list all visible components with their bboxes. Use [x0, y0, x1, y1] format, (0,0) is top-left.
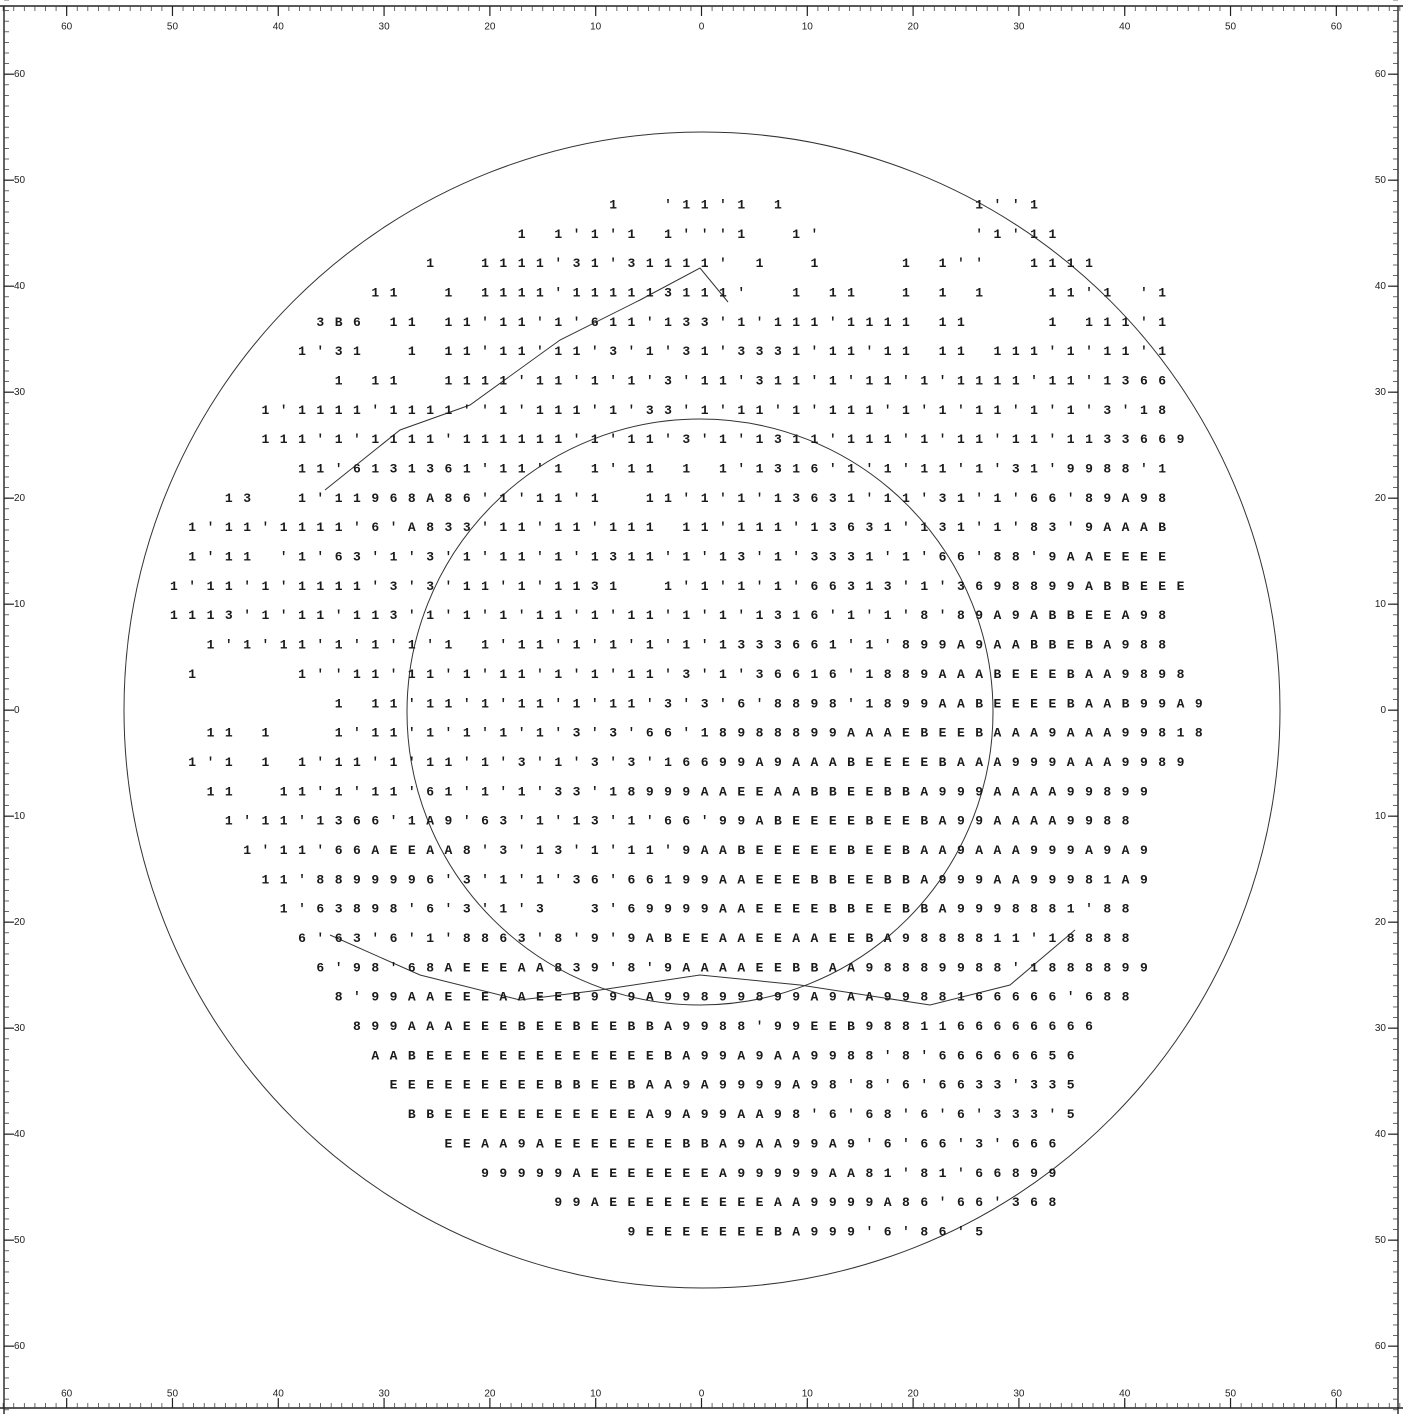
y-tick-label: 60 — [1375, 1341, 1387, 1352]
x-tick-label: 40 — [273, 1389, 285, 1400]
character-row: BBEEEEEEEEEEEA9A99AA98'6'68'6'6'333'5 — [170, 1107, 1085, 1122]
y-tick-label: 60 — [1375, 69, 1387, 80]
x-tick-label: 50 — [1225, 1389, 1237, 1400]
x-tick-label: 10 — [590, 1389, 602, 1400]
character-row: 111'1'1111'111111'1'11'3'1'1311'111'1'11… — [170, 432, 1195, 447]
y-tick-label: 50 — [14, 175, 26, 186]
y-tick-label: 0 — [14, 705, 20, 716]
y-tick-label: 50 — [1375, 1235, 1387, 1246]
y-tick-label: 20 — [14, 917, 26, 928]
character-row: 1'11'1366'1A9'63'1'13'1'66'99ABEEEEBEEBA… — [170, 814, 1140, 829]
x-tick-label: 30 — [379, 1389, 391, 1400]
character-row: 8'99AAEEEAAEEB999A99899899A9AA9988166666… — [170, 990, 1140, 1005]
character-row: 1'11 '1'63'1'3'1'11'1'1311'1'13'1'3331'1… — [170, 550, 1177, 565]
y-tick-label: 10 — [1375, 599, 1387, 610]
y-tick-label: 20 — [1375, 493, 1387, 504]
x-tick-label: 20 — [908, 1389, 920, 1400]
x-tick-label: 20 — [484, 1389, 496, 1400]
x-tick-label: 40 — [1119, 1389, 1131, 1400]
character-row: 6'98'68AEEEAA839'8'9AAAAEEBBAA98889988'1… — [170, 960, 1158, 975]
y-tick-label: 30 — [1375, 1023, 1387, 1034]
inner-circle — [406, 418, 994, 1006]
y-tick-label: 40 — [14, 1129, 26, 1140]
character-row: 9EEEEEEEBA999'6'86'5 — [170, 1224, 994, 1239]
character-map: 1 '11'1 1 1''1 1 1'1'1 1'''1 1' '1'11 1 … — [170, 197, 1213, 1239]
x-tick-label: 50 — [1225, 22, 1237, 33]
y-tick-label: 10 — [1375, 811, 1387, 822]
x-tick-label: 30 — [1013, 1389, 1025, 1400]
y-tick-label: 0 — [1380, 705, 1386, 716]
x-tick-label: 50 — [167, 22, 179, 33]
x-tick-label: 0 — [699, 22, 705, 33]
character-row: 11'8899996'3'1'1'36'66199AAEEEBBEEBBA999… — [170, 872, 1158, 887]
character-row: 1 1'1'1 1'''1 1' '1'11 — [170, 227, 1067, 242]
character-row: 99AEEEEEEEEEAA9999A86'66'368 — [170, 1195, 1067, 1210]
character-row: 1'1 1 1'11'1'11'1'3'1'3'3'16699A9AAABEEE… — [170, 755, 1195, 770]
character-row: 1'63898'6'3'1'3 3'69999AAEEEEBBEEBBA9998… — [170, 902, 1140, 917]
character-row: EEEEEEEEEBBEEBAA9A9999A98'8'6'6633'335 — [170, 1078, 1085, 1093]
y-tick-label: 40 — [1375, 1129, 1387, 1140]
y-tick-label: 20 — [1375, 917, 1387, 928]
character-row: 3B6 11 11'11'1'611'133'1'111'1111 11 1 1… — [170, 315, 1177, 330]
y-tick-label: 50 — [14, 1235, 26, 1246]
character-row: 1'11'1111'6'A833'11'11'111 11'111'13631'… — [170, 520, 1177, 535]
x-tick-label: 60 — [1331, 1389, 1343, 1400]
outer-circle — [123, 131, 1281, 1289]
character-row: EEAA9AEEEEEEEBBA9AA99A9'6'66'3'666 — [170, 1136, 1067, 1151]
y-tick-label: 40 — [1375, 281, 1387, 292]
character-row: 99999AEEEEEEEA99999AA81'81'66899 — [170, 1166, 1067, 1181]
y-tick-label: 20 — [14, 493, 26, 504]
y-tick-label: 30 — [1375, 387, 1387, 398]
x-tick-label: 10 — [590, 22, 602, 33]
y-tick-label: 10 — [14, 599, 26, 610]
character-row: 13 1'11968A86'1'11'1 11'1'1'13631'11'31'… — [170, 491, 1177, 506]
contour-line — [329, 929, 1076, 1006]
x-tick-label: 10 — [802, 22, 814, 33]
x-tick-label: 0 — [699, 1389, 705, 1400]
character-row: 1'1'11'1'1'1'1 1'11'1'1'1'1'1333661'1'89… — [170, 638, 1177, 653]
character-row: 11 1 1'11'1'1'1'1'3'3'66'18988899AAAEBEE… — [170, 726, 1213, 741]
character-row: 1'31 1 11'11'11'3'1'31'3331'11'11 11 111… — [170, 344, 1177, 359]
x-tick-label: 20 — [908, 22, 920, 33]
x-tick-label: 10 — [802, 1389, 814, 1400]
x-tick-label: 20 — [484, 22, 496, 33]
character-row: 1'11'1'1111'3'3'11'1'1131 1'1'1'1'66313'… — [170, 579, 1195, 594]
character-row: 1 1''11'11'1'11'1'1'11'3'1'36616'1889AAA… — [170, 667, 1195, 682]
character-row: 899AAAEEEBEEBEEBBA9988'99EEB988116666666… — [170, 1019, 1103, 1034]
character-row: 1 11 1111'11'1'1'3'11'311'1'11'1'1111'11… — [170, 373, 1177, 388]
y-tick-label: 60 — [14, 1341, 26, 1352]
x-tick-label: 60 — [61, 22, 73, 33]
y-tick-label: 30 — [14, 387, 26, 398]
x-tick-label: 60 — [1331, 22, 1343, 33]
y-tick-label: 30 — [14, 1023, 26, 1034]
contour-line — [324, 267, 729, 491]
character-row: 1 '11'1 1 1''1 — [170, 197, 1048, 212]
x-tick-label: 30 — [379, 22, 391, 33]
character-row: 1'1111'1111''1'111'1'33'1'11'1'111'1'1'1… — [170, 403, 1177, 418]
character-row: 11 1 1111'111113111' 1 11 1 1 1 11'1 '1 — [170, 285, 1177, 300]
character-row: 1 1111'31'31111' 1 1 1 1'' 1111 — [170, 256, 1103, 271]
x-tick-label: 40 — [1119, 22, 1131, 33]
x-tick-label: 60 — [61, 1389, 73, 1400]
y-tick-label: 50 — [1375, 175, 1387, 186]
character-row: 1'11'66AEEAA8'3'13'1'11'9AABEEEEEBEEBAA9… — [170, 843, 1158, 858]
y-tick-label: 60 — [14, 69, 26, 80]
character-row: 1 11'11'1'11'1'11'3'3'6'8898'1899AABEEEE… — [170, 696, 1213, 711]
y-tick-label: 10 — [14, 811, 26, 822]
x-tick-label: 50 — [167, 1389, 179, 1400]
character-row: 6'63'6'1'8863'8'9'9ABEEAAEEAAEEBA9888811… — [170, 931, 1140, 946]
x-tick-label: 30 — [1013, 22, 1025, 33]
character-row: 1113'1'11'113'1'1'1'11'1'11'1'1'1316'1'1… — [170, 608, 1177, 623]
x-tick-label: 40 — [273, 22, 285, 33]
character-row: 11'6131361'11'1 1'11 1 1'1316'1'1'11'1'3… — [170, 462, 1177, 477]
y-tick-label: 40 — [14, 281, 26, 292]
character-row: 11 11'1'11'61'1'1'33'18999AAEEAABBEEBBA9… — [170, 784, 1158, 799]
character-row: AABEEEEEEEEEEEEEBA99A9AA9988'8'66666656 — [170, 1048, 1085, 1063]
